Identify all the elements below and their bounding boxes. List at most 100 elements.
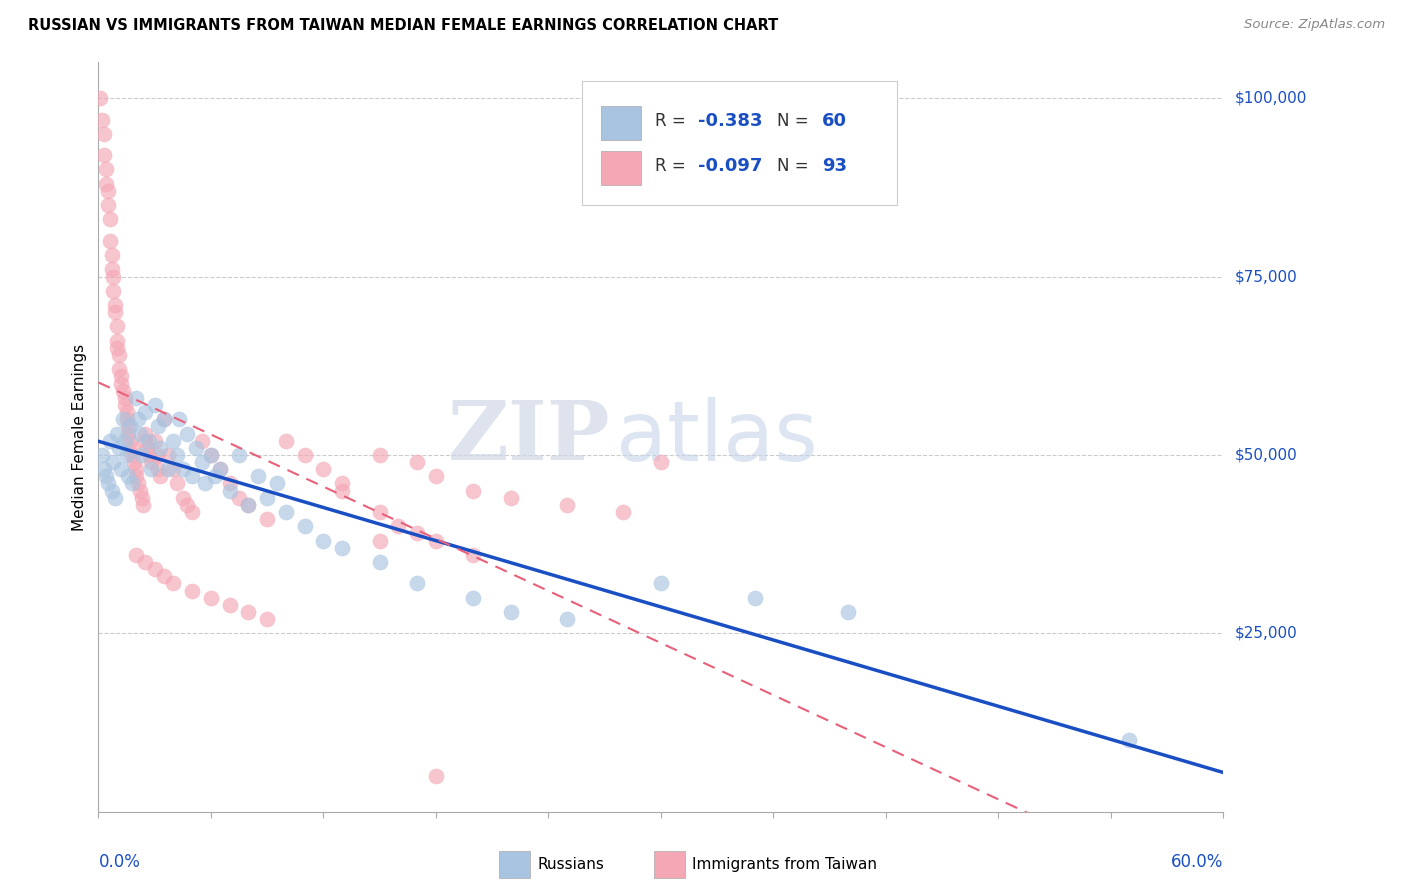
Point: [114, 398, 136, 412]
Point: [184, 441, 207, 455]
Text: $50,000: $50,000: [1234, 448, 1298, 462]
Text: $100,000: $100,000: [1234, 91, 1306, 105]
Point: [162, 462, 184, 476]
Point: [499, 491, 522, 505]
Point: [97, 198, 120, 212]
Point: [91, 448, 114, 462]
Point: [125, 469, 148, 483]
Point: [111, 412, 134, 426]
Point: [127, 476, 149, 491]
Point: [105, 319, 128, 334]
Point: [204, 469, 226, 483]
Point: [228, 491, 250, 505]
Point: [149, 469, 172, 483]
Point: [425, 469, 447, 483]
Point: [143, 398, 166, 412]
Point: [200, 448, 222, 462]
Text: 60.0%: 60.0%: [1171, 853, 1223, 871]
Point: [312, 462, 335, 476]
Point: [104, 298, 127, 312]
Point: [114, 434, 136, 448]
Point: [256, 512, 278, 526]
Point: [330, 483, 353, 498]
Point: [190, 434, 212, 448]
Point: [425, 769, 447, 783]
Point: [238, 498, 260, 512]
Point: [167, 412, 190, 426]
Point: [612, 505, 634, 519]
Point: [114, 391, 136, 405]
Point: [463, 483, 485, 498]
Text: 93: 93: [821, 157, 846, 175]
Point: [132, 498, 155, 512]
Point: [122, 455, 145, 469]
Text: atlas: atlas: [616, 397, 817, 477]
Point: [148, 462, 170, 476]
Point: [98, 434, 121, 448]
Point: [89, 91, 111, 105]
Point: [387, 519, 409, 533]
Point: [104, 491, 127, 505]
Point: [136, 441, 159, 455]
Point: [837, 605, 859, 619]
Point: [110, 462, 132, 476]
Point: [274, 434, 297, 448]
Point: [406, 576, 429, 591]
Point: [134, 405, 156, 419]
Point: [93, 462, 115, 476]
Point: [238, 498, 260, 512]
Point: [368, 505, 391, 519]
Point: [166, 476, 188, 491]
Point: [256, 612, 278, 626]
Point: [499, 605, 522, 619]
Point: [134, 434, 156, 448]
Point: [110, 376, 132, 391]
Point: [91, 112, 114, 127]
Point: [121, 476, 143, 491]
Point: [190, 455, 212, 469]
Point: [209, 462, 232, 476]
Point: [153, 569, 176, 583]
Text: R =: R =: [655, 157, 692, 175]
Point: [368, 555, 391, 569]
Point: [294, 448, 316, 462]
Point: [181, 583, 204, 598]
Point: [121, 448, 143, 462]
Point: [117, 469, 139, 483]
Point: [172, 462, 194, 476]
FancyBboxPatch shape: [602, 151, 641, 185]
Point: [139, 462, 162, 476]
Point: [181, 505, 204, 519]
Point: [1118, 733, 1140, 747]
Point: [555, 498, 578, 512]
FancyBboxPatch shape: [602, 106, 641, 140]
Point: [209, 462, 232, 476]
Point: [125, 548, 148, 562]
Text: Source: ZipAtlas.com: Source: ZipAtlas.com: [1244, 18, 1385, 31]
Point: [98, 234, 121, 248]
Point: [312, 533, 335, 548]
Point: [120, 434, 142, 448]
Point: [274, 505, 297, 519]
Point: [128, 426, 150, 441]
Point: [108, 362, 131, 376]
Point: [650, 455, 672, 469]
Point: [138, 434, 160, 448]
Point: [194, 476, 217, 491]
Point: [266, 476, 288, 491]
Point: [368, 533, 391, 548]
Point: [115, 448, 138, 462]
Point: [120, 419, 142, 434]
Point: [105, 426, 128, 441]
Point: [406, 526, 429, 541]
Point: [330, 541, 353, 555]
Point: [131, 491, 153, 505]
Point: [200, 591, 222, 605]
Point: [228, 448, 250, 462]
Point: [121, 441, 143, 455]
Point: [149, 441, 172, 455]
Y-axis label: Median Female Earnings: Median Female Earnings: [72, 343, 87, 531]
Point: [105, 334, 128, 348]
Point: [330, 476, 353, 491]
Point: [218, 483, 240, 498]
